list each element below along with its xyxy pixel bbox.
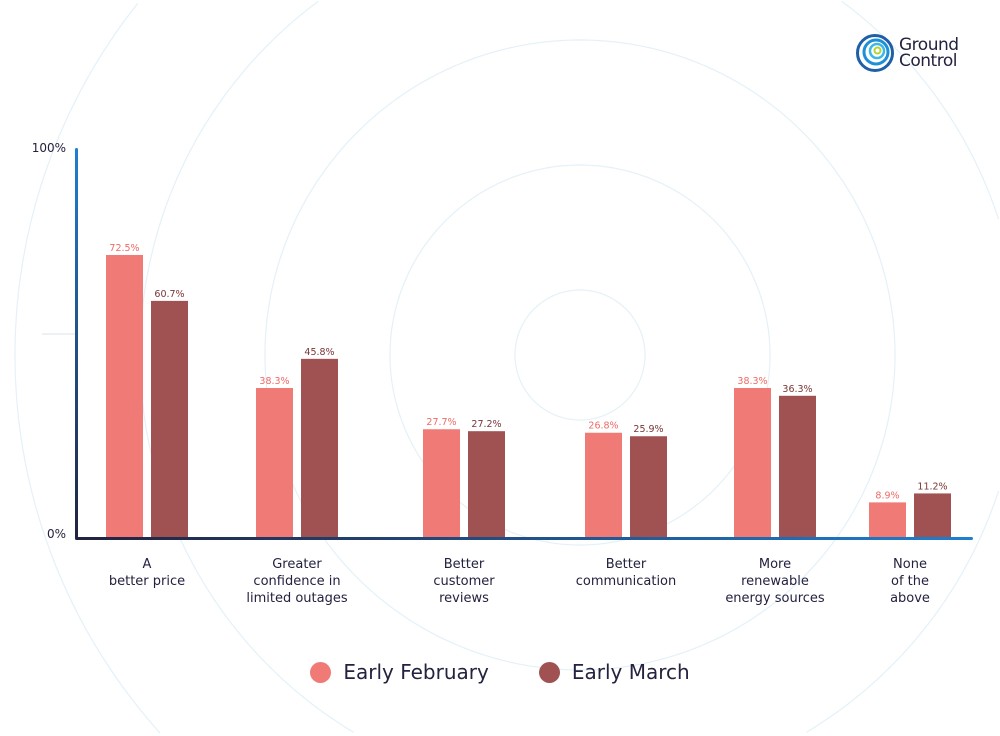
bar bbox=[106, 254, 143, 537]
ground-control-logo: Ground Control bbox=[855, 33, 959, 73]
y-tick-label: 100% bbox=[32, 141, 66, 155]
background-ring bbox=[514, 289, 646, 421]
legend-label: Early February bbox=[343, 660, 489, 684]
category-label: renewable bbox=[741, 574, 809, 589]
legend: Early February Early March bbox=[0, 660, 1000, 684]
bar bbox=[301, 358, 338, 537]
category-label: None bbox=[893, 557, 927, 572]
data-label: 60.7% bbox=[154, 289, 184, 300]
category-label: reviews bbox=[439, 591, 489, 606]
category-label: More bbox=[759, 557, 791, 572]
legend-label: Early March bbox=[571, 660, 690, 684]
data-label: 26.8% bbox=[588, 421, 618, 432]
legend-item-early-march: Early March bbox=[538, 660, 690, 684]
y-tick-label: 0% bbox=[47, 527, 66, 541]
category-label: Greater bbox=[272, 557, 322, 572]
category-label: communication bbox=[576, 574, 677, 589]
category-label: customer bbox=[433, 574, 495, 589]
data-label: 25.9% bbox=[633, 424, 663, 435]
background-ring bbox=[139, 0, 1000, 733]
background-ring bbox=[14, 2, 161, 734]
background-ring bbox=[389, 164, 771, 546]
category-label: Better bbox=[606, 557, 647, 572]
data-label: 8.9% bbox=[875, 490, 899, 501]
bar bbox=[779, 395, 816, 537]
category-label: of the bbox=[891, 574, 929, 589]
data-label: 11.2% bbox=[917, 481, 947, 492]
bar bbox=[630, 436, 667, 537]
data-label: 38.3% bbox=[737, 376, 767, 387]
data-label: 72.5% bbox=[109, 243, 139, 254]
legend-swatch bbox=[310, 661, 332, 683]
logo-text-line2: Control bbox=[899, 51, 957, 71]
category-label: Better bbox=[444, 557, 485, 572]
legend-item-early-february: Early February bbox=[310, 660, 489, 684]
logo-rings-icon bbox=[856, 34, 894, 72]
legend-swatch bbox=[538, 661, 560, 683]
data-label: 45.8% bbox=[304, 347, 334, 358]
x-axis bbox=[75, 537, 973, 540]
data-label: 27.2% bbox=[471, 419, 501, 430]
category-label: confidence in bbox=[253, 574, 340, 589]
data-label: 38.3% bbox=[259, 376, 289, 387]
bar bbox=[869, 502, 906, 537]
category-label: limited outages bbox=[246, 591, 347, 606]
data-label: 27.7% bbox=[426, 417, 456, 428]
bar bbox=[423, 429, 460, 537]
category-label: A bbox=[143, 557, 152, 572]
bar bbox=[151, 300, 188, 537]
y-axis bbox=[75, 148, 78, 539]
bar bbox=[914, 493, 951, 537]
bar bbox=[468, 431, 505, 537]
category-label: better price bbox=[109, 574, 185, 589]
bar bbox=[256, 388, 293, 537]
background-ring bbox=[264, 39, 896, 671]
category-label: above bbox=[890, 591, 930, 606]
bar bbox=[734, 388, 771, 537]
data-label: 36.3% bbox=[782, 384, 812, 395]
logo-text-line1: Ground bbox=[899, 35, 959, 55]
bar bbox=[585, 432, 622, 537]
category-label: energy sources bbox=[725, 591, 825, 606]
